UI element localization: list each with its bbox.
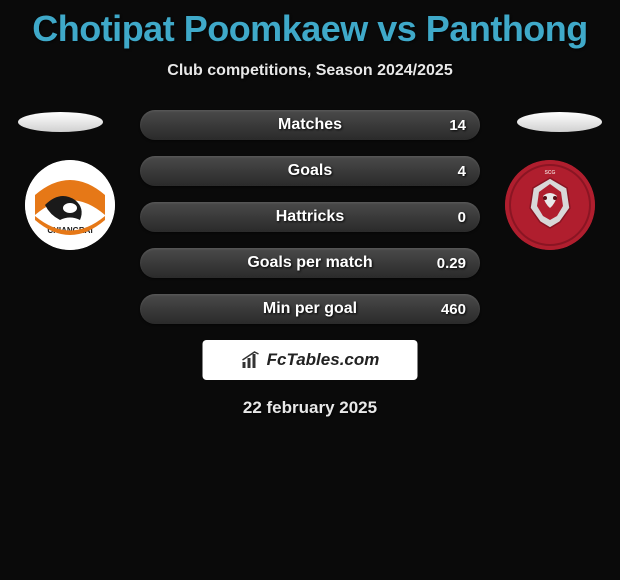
chiangrai-badge-icon: CHIANGRAI [25, 160, 115, 250]
stat-bars: Matches 14 Goals 4 Hattricks 0 Goals per… [140, 110, 480, 340]
muangthong-badge-icon: SCG [505, 160, 595, 250]
bar-chart-icon [241, 350, 261, 370]
stat-row: Min per goal 460 [140, 294, 480, 324]
logo-text: FcTables.com [267, 350, 380, 370]
comparison-panel: CHIANGRAI SCG Matches 14 Goals 4 Hattric… [0, 110, 620, 450]
stat-value: 0.29 [437, 255, 466, 272]
fctables-logo: FcTables.com [203, 340, 418, 380]
page-title: Chotipat Poomkaew vs Panthong [0, 0, 620, 50]
stat-label: Goals [288, 162, 332, 180]
stat-label: Goals per match [247, 254, 372, 272]
ellipse-left [18, 112, 103, 132]
stat-label: Hattricks [276, 208, 344, 226]
team-badge-left: CHIANGRAI [25, 160, 115, 250]
date-text: 22 february 2025 [0, 398, 620, 418]
stat-value: 460 [441, 301, 466, 318]
svg-text:SCG: SCG [545, 170, 556, 176]
stat-label: Min per goal [263, 300, 357, 318]
stat-value: 4 [458, 163, 466, 180]
stat-value: 14 [449, 117, 466, 134]
ellipse-right [517, 112, 602, 132]
stat-row: Matches 14 [140, 110, 480, 140]
stat-row: Goals 4 [140, 156, 480, 186]
stat-label: Matches [278, 116, 342, 134]
stat-value: 0 [458, 209, 466, 226]
stat-row: Goals per match 0.29 [140, 248, 480, 278]
subtitle: Club competitions, Season 2024/2025 [0, 62, 620, 80]
team-badge-right: SCG [505, 160, 595, 250]
stat-row: Hattricks 0 [140, 202, 480, 232]
